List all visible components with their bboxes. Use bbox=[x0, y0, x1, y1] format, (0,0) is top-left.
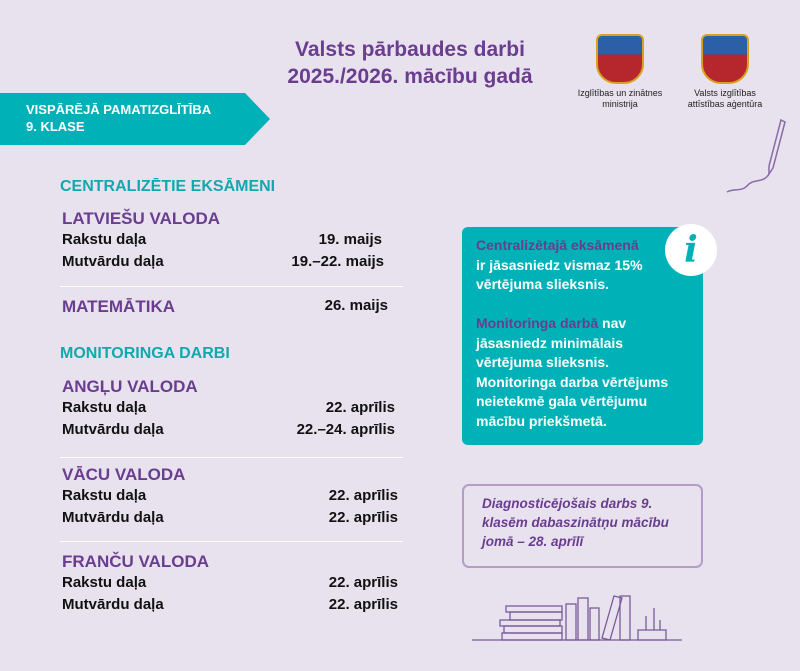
row-label: Mutvārdu daļa bbox=[62, 421, 164, 438]
info-text: ir jāsasniedz vismaz 15% vērtējuma sliek… bbox=[476, 256, 643, 293]
row-label: Mutvārdu daļa bbox=[62, 596, 164, 613]
divider bbox=[60, 457, 403, 458]
divider bbox=[60, 541, 403, 542]
row-label: Mutvārdu daļa bbox=[62, 509, 164, 526]
row-date: 19.–22. maijs bbox=[291, 253, 384, 270]
page-title: Valsts pārbaudes darbi 2025./2026. mācību… bbox=[230, 36, 590, 90]
subject-latvian: LATVIEŠU VALODA bbox=[62, 209, 221, 228]
banner-line-1: VISPĀRĒJĀ PAMATIZGLĪTĪBA bbox=[26, 102, 212, 117]
coat-of-arms-icon bbox=[701, 34, 749, 84]
row-date: 22. aprīlis bbox=[328, 574, 398, 591]
logo-label: attīstības aģentūra bbox=[687, 99, 763, 109]
exam-row: Rakstu daļa 19. maijs bbox=[62, 231, 392, 248]
exam-row: Rakstu daļa 22. aprīlis bbox=[62, 487, 398, 504]
info-box: Centralizētajā eksāmenā ir jāsasniedz vi… bbox=[462, 227, 703, 445]
row-label: Rakstu daļa bbox=[62, 399, 147, 416]
exam-row: Mutvārdu daļa 22.–24. aprīlis bbox=[62, 421, 395, 438]
pen-icon bbox=[726, 118, 786, 193]
level-banner: VISPĀRĒJĀ PAMATIZGLĪTĪBA 9. KLASE bbox=[0, 93, 270, 145]
info-highlight: Monitoringa darbā bbox=[476, 315, 599, 331]
row-date: 22. aprīlis bbox=[328, 509, 398, 526]
row-date: 22. aprīlis bbox=[328, 596, 398, 613]
info-icon: i bbox=[665, 224, 717, 276]
logo-label: Izglītības un zinātnes bbox=[577, 88, 663, 98]
row-date: 22. aprīlis bbox=[328, 487, 398, 504]
row-date: 26. maijs bbox=[324, 297, 388, 314]
info-highlight: Centralizētajā eksāmenā bbox=[476, 237, 639, 253]
ministry-logo: Izglītības un zinātnes ministrija bbox=[565, 34, 675, 110]
logo-label: Valsts izglītības bbox=[694, 88, 756, 98]
exam-row: MATEMĀTIKA 26. maijs bbox=[62, 297, 388, 317]
row-label: Rakstu daļa bbox=[62, 574, 147, 591]
subject-english: ANGĻU VALODA bbox=[62, 377, 198, 396]
title-line-2: 2025./2026. mācību gadā bbox=[287, 65, 533, 88]
banner-line-2: 9. KLASE bbox=[26, 119, 85, 134]
title-line-1: Valsts pārbaudes darbi bbox=[295, 38, 525, 61]
exam-row: Rakstu daļa 22. aprīlis bbox=[62, 399, 395, 416]
divider bbox=[60, 286, 403, 287]
row-label: Rakstu daļa bbox=[62, 231, 147, 248]
row-date: 19. maijs bbox=[318, 231, 382, 248]
row-date: 22.–24. aprīlis bbox=[296, 421, 395, 438]
subject-french: FRANČU VALODA bbox=[62, 552, 210, 571]
logo-label: ministrija bbox=[602, 99, 638, 109]
exam-row: Rakstu daļa 22. aprīlis bbox=[62, 574, 398, 591]
exam-row: Mutvārdu daļa 22. aprīlis bbox=[62, 509, 398, 526]
subject-math: MATEMĀTIKA bbox=[62, 297, 175, 316]
row-date: 22. aprīlis bbox=[325, 399, 395, 416]
info-text: nav jāsasniedz minimālais vērtējuma slie… bbox=[476, 315, 669, 429]
subject-german: VĀCU VALODA bbox=[62, 465, 186, 484]
exam-row: Mutvārdu daļa 19.–22. maijs bbox=[62, 253, 392, 270]
coat-of-arms-icon bbox=[596, 34, 644, 84]
agency-logo: Valsts izglītības attīstības aģentūra bbox=[670, 34, 780, 110]
books-shelf-icon bbox=[472, 595, 682, 641]
row-label: Mutvārdu daļa bbox=[62, 253, 164, 270]
section-heading-monitoring: MONITORINGA DARBI bbox=[60, 345, 230, 362]
section-heading-centralized: CENTRALIZĒTIE EKSĀMENI bbox=[60, 178, 276, 195]
exam-row: Mutvārdu daļa 22. aprīlis bbox=[62, 596, 398, 613]
row-label: Rakstu daļa bbox=[62, 487, 147, 504]
diagnostic-note: Diagnosticējošais darbs 9. klasēm dabasz… bbox=[462, 484, 703, 568]
